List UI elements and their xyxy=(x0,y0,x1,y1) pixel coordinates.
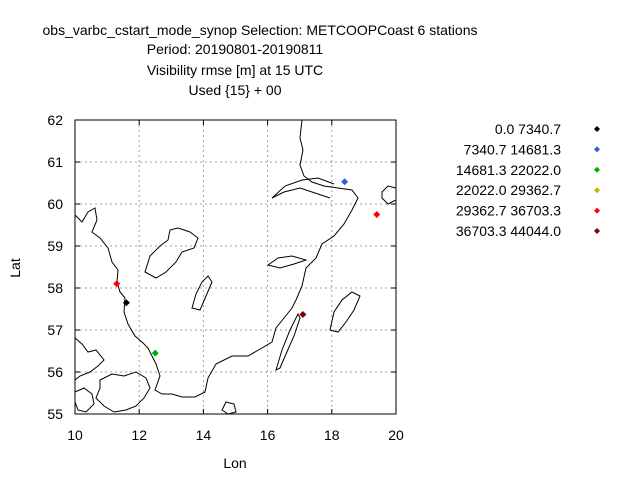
x-tick-label: 10 xyxy=(67,427,83,443)
y-tick-label: 55 xyxy=(47,406,63,422)
plot-frame xyxy=(74,119,397,415)
coastline-finland xyxy=(381,185,397,205)
coastline-sweden-east xyxy=(295,119,359,301)
y-axis-label: Lat xyxy=(7,258,23,278)
coastline-norway xyxy=(74,120,126,299)
x-axis-label: Lon xyxy=(223,455,246,471)
legend-marker-5 xyxy=(594,207,600,214)
data-points xyxy=(113,178,381,357)
coastline-zealand xyxy=(95,371,151,413)
data-point-series-5 xyxy=(373,211,381,218)
legend-label-6: 36703.3 44044.0 xyxy=(456,223,561,239)
legend-marker-1 xyxy=(594,126,600,132)
y-tick-label: 56 xyxy=(47,364,63,380)
coastline-map xyxy=(74,119,397,415)
title-line-3: Visibility rmse [m] at 15 UTC xyxy=(147,62,323,78)
x-tick-label: 20 xyxy=(388,427,404,443)
legend-label-3: 14681.3 22022.0 xyxy=(456,162,561,178)
coastline-funen xyxy=(74,387,95,413)
chart-title: obs_varbc_cstart_mode_synop Selection: M… xyxy=(43,22,478,98)
y-tick-label: 59 xyxy=(47,238,63,254)
island-gotland xyxy=(329,291,361,333)
y-tick-label: 62 xyxy=(47,112,63,128)
title-line-4: Used {15} + 00 xyxy=(188,82,281,98)
y-tick-label: 60 xyxy=(47,196,63,212)
data-point-series-2 xyxy=(341,178,349,186)
lake-vattern xyxy=(191,275,213,311)
data-point-series-6 xyxy=(299,310,307,318)
data-point-series-5 xyxy=(113,280,121,288)
legend-marker-3 xyxy=(594,166,600,173)
grid xyxy=(74,119,397,415)
island-bornholm xyxy=(221,401,237,415)
y-tick-label: 61 xyxy=(47,154,63,170)
coastline-sweden-west xyxy=(123,297,297,398)
y-axis-ticks: 55 56 57 58 59 60 61 62 xyxy=(47,112,396,422)
legend-marker-2 xyxy=(594,146,600,153)
y-tick-label: 58 xyxy=(47,280,63,296)
x-axis-ticks: 10 12 14 16 18 20 xyxy=(67,120,404,443)
legend-marker-4 xyxy=(594,187,600,194)
legend-label-1: 0.0 7340.7 xyxy=(495,121,561,137)
title-line-2: Period: 20190801-20190811 xyxy=(147,41,324,57)
lake-malaren xyxy=(266,255,308,269)
legend-marker-6 xyxy=(594,228,600,234)
x-tick-label: 12 xyxy=(131,427,147,443)
x-tick-label: 16 xyxy=(260,427,276,443)
y-tick-label: 57 xyxy=(47,322,63,338)
legend-label-2: 7340.7 14681.3 xyxy=(464,141,562,157)
lake-vanern xyxy=(144,227,199,279)
x-tick-label: 14 xyxy=(196,427,212,443)
title-line-1: obs_varbc_cstart_mode_synop Selection: M… xyxy=(43,22,478,38)
x-tick-label: 18 xyxy=(324,427,340,443)
data-point-series-1 xyxy=(122,299,130,307)
coastline-stockholm xyxy=(271,177,335,199)
data-point-series-3 xyxy=(151,349,159,357)
island-oland xyxy=(275,312,301,371)
legend-label-4: 22022.0 29362.7 xyxy=(456,182,561,198)
legend: 0.0 7340.7 7340.7 14681.3 14681.3 22022.0 2… xyxy=(456,121,600,239)
coastline-denmark xyxy=(74,337,105,381)
legend-label-5: 29362.7 36703.3 xyxy=(456,203,561,219)
